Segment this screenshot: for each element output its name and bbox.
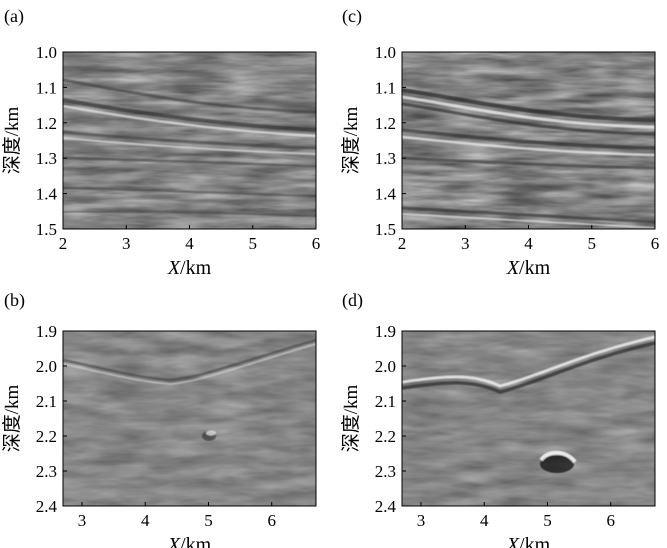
y-tick-label: 1.3 xyxy=(36,149,57,168)
x-axis-label-unit: /km xyxy=(519,257,551,279)
y-tick-label: 2.2 xyxy=(36,427,57,446)
x-axis-label-var: X xyxy=(506,257,520,279)
panel-c-axes: 2 3 4 5 6 1.0 1.1 1.2 1.3 1.4 1.5 X/km 深度/km xyxy=(340,43,659,279)
panel-c-reflectors xyxy=(401,88,656,229)
panel-d: (d) 3 4 5 6 1.9 2.0 2.1 2.2 2.3 2.4 X/km 深度/km xyxy=(340,290,656,548)
y-axis-label: 深度/km xyxy=(1,107,23,175)
x-axis-label-unit: /km xyxy=(519,534,551,548)
x-tick-label: 5 xyxy=(249,234,258,253)
y-tick-label: 2.3 xyxy=(375,462,396,481)
y-tick-label: 2.0 xyxy=(375,357,396,376)
panel-c: (c) 2 3 4 5 6 1.0 1.1 1.2 1.3 1.4 1.5 X/km 深度/km xyxy=(340,6,659,279)
x-axis-label-var: X xyxy=(167,534,181,548)
panel-b-reflectors xyxy=(62,338,317,441)
y-axis-label: 深度/km xyxy=(1,385,23,453)
y-tick-label: 1.4 xyxy=(375,185,397,204)
y-tick-label: 1.2 xyxy=(375,114,396,133)
y-tick-label: 1.1 xyxy=(36,78,57,97)
x-tick-label: 6 xyxy=(606,511,615,530)
x-tick-label: 2 xyxy=(398,234,407,253)
x-tick-label: 6 xyxy=(267,511,276,530)
x-tick-label: 4 xyxy=(185,234,194,253)
y-tick-label: 2.1 xyxy=(36,392,57,411)
x-axis-label: X/km xyxy=(506,257,551,279)
x-tick-label: 6 xyxy=(651,234,660,253)
panel-b: (b) 3 4 5 6 1.9 2.0 2.1 2.2 2.3 2.4 X/km 深度/km xyxy=(1,290,317,548)
y-tick-label: 1.3 xyxy=(375,149,396,168)
panel-b-label: (b) xyxy=(4,290,25,311)
y-tick-label: 2.3 xyxy=(36,462,57,481)
y-tick-label: 2.0 xyxy=(36,357,57,376)
y-tick-label: 2.1 xyxy=(375,392,396,411)
y-tick-label: 1.9 xyxy=(375,322,396,341)
x-tick-label: 5 xyxy=(543,511,552,530)
y-tick-label: 1.0 xyxy=(375,43,396,62)
panel-d-label: (d) xyxy=(342,290,363,311)
x-tick-label: 5 xyxy=(588,234,597,253)
x-axis-label: X/km xyxy=(167,257,212,279)
x-axis-label: X/km xyxy=(506,534,551,548)
panel-b-frame xyxy=(62,330,317,507)
panel-a: (a) 2 3 4 5 6 1.0 1.1 1.2 1.3 1.4 1.5 X/km 深度/km xyxy=(1,6,320,279)
x-axis-label-unit: /km xyxy=(180,534,212,548)
x-tick-label: 4 xyxy=(524,234,533,253)
x-tick-label: 5 xyxy=(204,511,213,530)
y-tick-label: 1.0 xyxy=(36,43,57,62)
y-tick-label: 1.5 xyxy=(375,220,396,239)
x-tick-label: 4 xyxy=(141,511,150,530)
panel-a-axes: 2 3 4 5 6 1.0 1.1 1.2 1.3 1.4 1.5 X/km 深度/km xyxy=(1,43,320,279)
panel-a-reflectors xyxy=(62,78,317,217)
panel-c-label: (c) xyxy=(342,6,362,27)
y-axis-label: 深度/km xyxy=(340,107,362,175)
y-tick-label: 1.4 xyxy=(36,185,58,204)
y-tick-label: 2.4 xyxy=(36,497,58,516)
y-tick-label: 1.1 xyxy=(375,78,396,97)
x-axis-label-var: X xyxy=(167,257,181,279)
y-tick-label: 2.2 xyxy=(375,427,396,446)
y-tick-label: 1.2 xyxy=(36,114,57,133)
x-tick-label: 6 xyxy=(312,234,321,253)
x-tick-label: 4 xyxy=(480,511,489,530)
y-tick-label: 1.5 xyxy=(36,220,57,239)
x-tick-label: 3 xyxy=(78,511,87,530)
panel-d-frame xyxy=(401,330,656,507)
x-axis-label: X/km xyxy=(167,534,212,548)
panel-b-image-texture xyxy=(63,331,316,506)
panel-d-axes: 3 4 5 6 1.9 2.0 2.1 2.2 2.3 2.4 X/km 深度/km xyxy=(340,322,615,548)
x-tick-label: 3 xyxy=(417,511,426,530)
panel-d-image-texture xyxy=(402,331,655,506)
y-axis-label: 深度/km xyxy=(340,385,362,453)
x-axis-label-unit: /km xyxy=(180,257,212,279)
x-axis-label-var: X xyxy=(506,534,520,548)
x-tick-label: 2 xyxy=(59,234,68,253)
panel-d-reflectors xyxy=(401,335,656,473)
panel-a-label: (a) xyxy=(4,6,24,27)
x-tick-label: 3 xyxy=(461,234,470,253)
x-tick-label: 3 xyxy=(122,234,131,253)
y-tick-label: 1.9 xyxy=(36,322,57,341)
panel-b-axes: 3 4 5 6 1.9 2.0 2.1 2.2 2.3 2.4 X/km 深度/km xyxy=(1,322,276,548)
y-tick-label: 2.4 xyxy=(375,497,397,516)
